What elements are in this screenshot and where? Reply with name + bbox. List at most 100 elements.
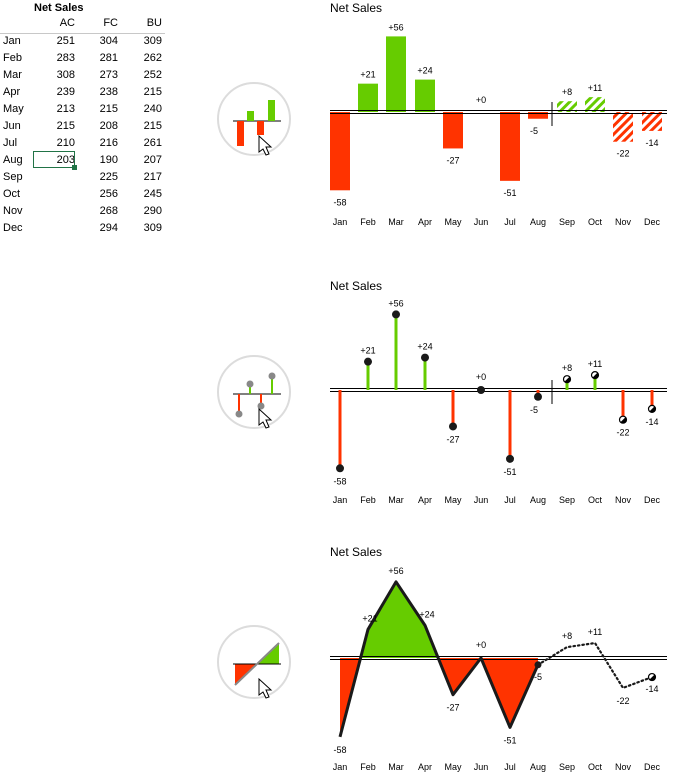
fc-cell[interactable]: 215 — [99, 103, 118, 115]
month-cell[interactable]: Apr — [3, 86, 21, 98]
data-label: -51 — [503, 735, 516, 745]
bu-cell[interactable]: 217 — [143, 171, 162, 183]
ac-cell[interactable]: 215 — [56, 120, 75, 132]
month-cell[interactable]: May — [3, 103, 24, 115]
data-label: -58 — [333, 476, 346, 486]
fill-handle[interactable] — [72, 165, 77, 170]
bu-cell[interactable]: 245 — [143, 188, 162, 200]
fc-cell[interactable]: 225 — [99, 171, 118, 183]
month-cell[interactable]: Jun — [3, 120, 21, 132]
month-cell[interactable]: Mar — [3, 69, 22, 81]
bu-cell[interactable]: 240 — [143, 103, 162, 115]
ac-cell[interactable]: 210 — [56, 137, 75, 149]
bu-cell[interactable]: 252 — [143, 69, 162, 81]
ac-cell[interactable]: 213 — [56, 103, 75, 115]
bu-cell[interactable]: 262 — [143, 52, 162, 64]
bar — [415, 79, 435, 112]
pin-head-fill — [620, 417, 627, 424]
data-label: -5 — [530, 405, 538, 415]
fc-cell[interactable]: 256 — [99, 188, 118, 200]
month-cell[interactable]: Sep — [3, 171, 23, 183]
table-row: Oct 256 245 — [0, 186, 170, 203]
pin-head — [336, 464, 344, 473]
fc-cell[interactable]: 208 — [99, 120, 118, 132]
month-cell[interactable]: Oct — [3, 188, 21, 200]
bar — [330, 112, 350, 191]
data-label: +56 — [388, 566, 403, 576]
tick-label: Dec — [644, 762, 661, 772]
bu-cell[interactable]: 261 — [143, 137, 162, 149]
tick-label: Feb — [360, 217, 376, 227]
bu-cell[interactable]: 290 — [143, 205, 162, 217]
tick-label: May — [444, 762, 462, 772]
table-row: Dec 294 309 — [0, 220, 170, 237]
forecast-line — [536, 641, 654, 690]
chart1-title: Net Sales — [330, 1, 383, 15]
fc-cell[interactable]: 304 — [99, 35, 118, 47]
data-label: -5 — [534, 672, 542, 682]
fc-cell[interactable]: 216 — [99, 137, 118, 149]
bu-cell[interactable]: 309 — [143, 35, 162, 47]
ac-cell[interactable]: 203 — [56, 154, 75, 166]
tick-label: Aug — [530, 495, 546, 505]
header-divider — [0, 33, 165, 34]
bar — [358, 83, 378, 112]
tick-label: Jun — [474, 495, 489, 505]
data-label: +56 — [388, 298, 403, 308]
column-chart-icon — [233, 100, 281, 156]
selected-cell[interactable] — [33, 151, 77, 170]
tick-label: Jan — [333, 217, 348, 227]
month-cell[interactable]: Jan — [3, 35, 21, 47]
fc-cell[interactable]: 190 — [99, 154, 118, 166]
data-label: -14 — [645, 684, 658, 694]
bu-cell[interactable]: 207 — [143, 154, 162, 166]
ac-cell[interactable]: 308 — [56, 69, 75, 81]
tick-label: Feb — [360, 762, 376, 772]
tick-label: Aug — [530, 762, 546, 772]
tick-label: Jul — [504, 762, 516, 772]
column-chart: Jan Feb Mar Apr May Jun Jul Aug Sep Oct Nov Dec -58 +… — [330, 22, 667, 227]
fc-cell[interactable]: 238 — [99, 86, 118, 98]
fc-cell[interactable]: 268 — [99, 205, 118, 217]
bu-cell[interactable]: 215 — [143, 86, 162, 98]
month-cell[interactable]: Nov — [3, 205, 23, 217]
data-label: +24 — [417, 342, 432, 352]
pin-head — [477, 386, 485, 394]
month-cell[interactable]: Dec — [3, 222, 23, 234]
pin-head-fill — [564, 376, 571, 383]
pin-head — [364, 357, 372, 366]
tick-label: Mar — [388, 495, 404, 505]
bar — [585, 97, 605, 112]
pin-head-fill — [649, 406, 656, 413]
fc-cell[interactable]: 273 — [99, 69, 118, 81]
tick-label: Jan — [333, 495, 348, 505]
column-chart-badge[interactable] — [217, 82, 291, 156]
data-label: -27 — [446, 434, 459, 444]
tick-label: May — [444, 217, 462, 227]
fc-cell[interactable]: 281 — [99, 52, 118, 64]
bu-cell[interactable]: 309 — [143, 222, 162, 234]
tick-label: May — [444, 495, 462, 505]
data-label: -14 — [645, 138, 658, 148]
data-label: +24 — [417, 66, 432, 76]
data-label: -22 — [616, 428, 629, 438]
col-header-fc[interactable]: FC — [103, 17, 118, 29]
bar — [528, 112, 548, 119]
data-label: +21 — [360, 70, 375, 80]
ac-cell[interactable]: 251 — [56, 35, 75, 47]
month-cell[interactable]: Jul — [3, 137, 18, 149]
col-header-bu[interactable]: BU — [146, 17, 162, 29]
pin-chart-badge[interactable] — [217, 355, 291, 429]
ac-cell[interactable]: 283 — [56, 52, 75, 64]
tick-label: Mar — [388, 217, 404, 227]
month-cell[interactable]: Aug — [3, 154, 23, 166]
ac-cell[interactable]: 239 — [56, 86, 75, 98]
month-cell[interactable]: Feb — [3, 52, 22, 64]
bu-cell[interactable]: 215 — [143, 120, 162, 132]
pin-chart-icon — [233, 372, 281, 429]
tick-label: Jan — [333, 762, 348, 772]
area-chart-badge[interactable] — [217, 625, 291, 699]
fc-cell[interactable]: 294 — [99, 222, 118, 234]
actual-line — [338, 580, 540, 738]
col-header-ac[interactable]: AC — [59, 17, 75, 29]
